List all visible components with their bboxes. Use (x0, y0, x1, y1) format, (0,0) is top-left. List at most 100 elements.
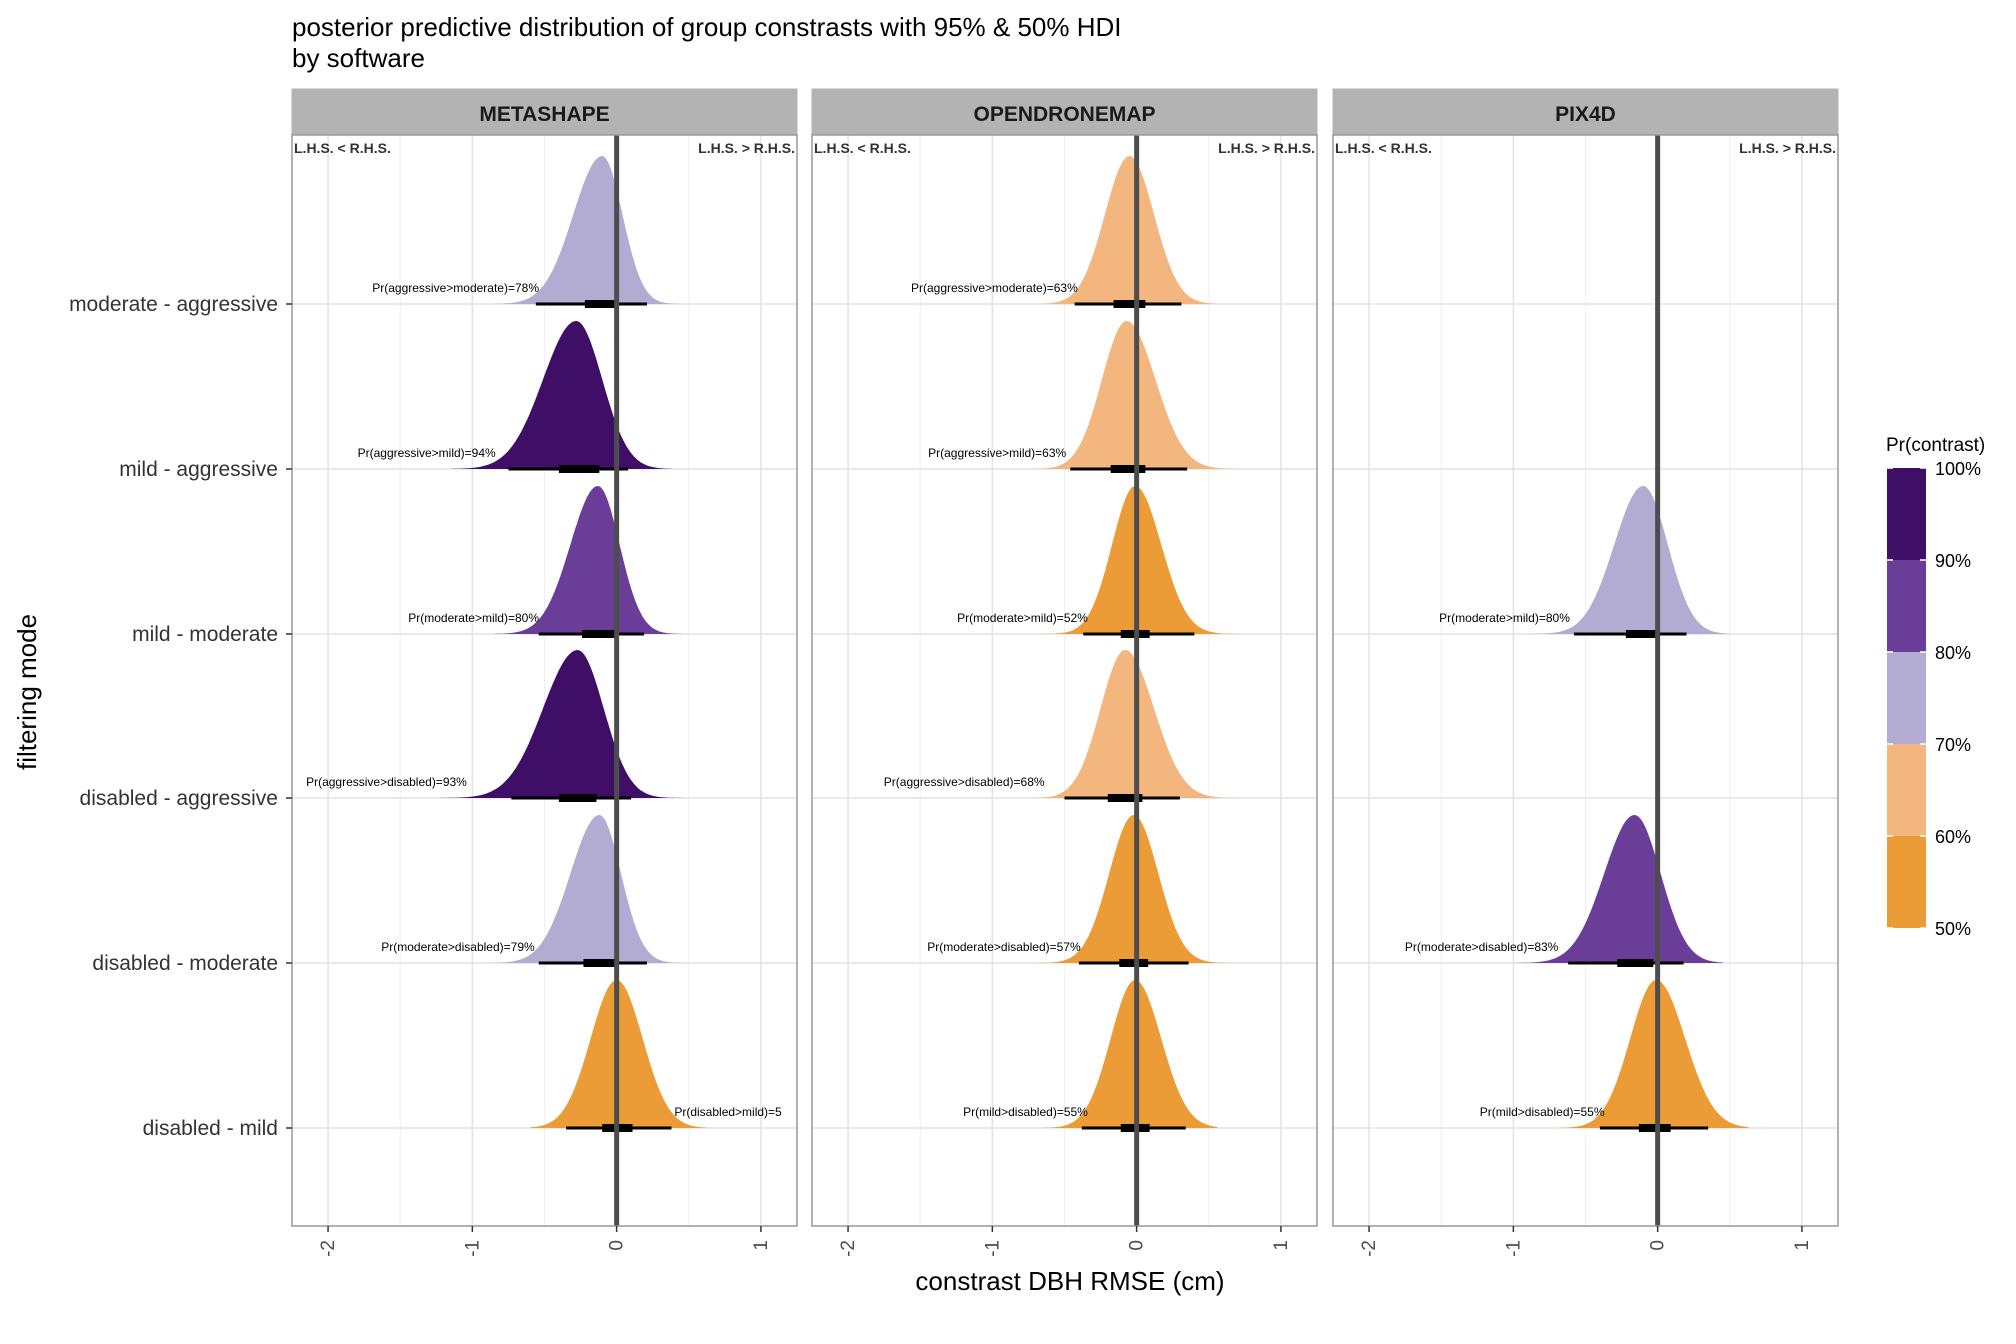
median-point (598, 300, 607, 308)
probability-label: Pr(aggressive>moderate)=63% (911, 281, 1078, 295)
legend-label-90: 90% (1935, 551, 1971, 571)
density-shape (421, 650, 686, 798)
panel-strip (811, 88, 1318, 135)
side-label-right: L.H.S. > R.H.S. (698, 140, 795, 156)
density-shape (999, 650, 1255, 798)
y-axis-tick-labels: moderate - aggressive mild - aggressive mi… (69, 293, 292, 1140)
density-shape (494, 486, 682, 634)
probability-label: Pr(mild>disabled)=55% (963, 1105, 1088, 1119)
median-point (1639, 630, 1648, 638)
probability-label: Pr(mild>disabled)=55% (1480, 1105, 1605, 1119)
ridge-disabled-moderate: Pr(moderate>disabled)=83% (1405, 815, 1723, 967)
panel-title-metashape: METASHAPE (479, 103, 609, 126)
probability-label: Pr(moderate>disabled)=79% (381, 940, 535, 954)
side-label-right: L.H.S. > R.H.S. (1218, 140, 1315, 156)
ridge-moderate-aggressive: Pr(aggressive>moderate)=63% (911, 156, 1216, 308)
density-shape (1042, 486, 1238, 634)
density-shape (1513, 815, 1723, 963)
panel-border (811, 134, 1318, 1227)
y-axis-label: filtering mode (12, 614, 42, 770)
legend-label-100: 100% (1935, 459, 1981, 479)
x-tick-label: 1 (751, 1240, 772, 1251)
x-tick-label: -1 (982, 1240, 1003, 1257)
median-point (595, 630, 604, 638)
legend-label-60: 60% (1935, 827, 1971, 847)
panel-border (1332, 134, 1839, 1227)
probability-label: Pr(aggressive>disabled)=93% (306, 775, 467, 789)
x-tick-label: -2 (318, 1240, 339, 1257)
legend-label-70: 70% (1935, 735, 1971, 755)
probability-label: Pr(aggressive>moderate)=78% (372, 281, 539, 295)
legend-swatch-70 (1887, 744, 1926, 836)
panel-pix4d: PIX4D L.H.S. < R.H.S. L.H.S. > R.H.S. Pr(mo… (1332, 88, 1839, 1257)
y-tick-label-disabled-moderate: disabled - moderate (92, 952, 278, 975)
probability-label: Pr(moderate>mild)=80% (1439, 611, 1570, 625)
x-tick-label: -1 (462, 1240, 483, 1257)
chart-title: posterior predictive distribution of gro… (292, 12, 1122, 42)
probability-label: Pr(disabled>mild)=5 (674, 1105, 782, 1119)
x-tick-label: -2 (838, 1240, 859, 1257)
legend-swatch-100 (1887, 468, 1926, 560)
panel-border (291, 134, 798, 1227)
x-tick-label: 0 (607, 1240, 628, 1251)
legend-title: Pr(contrast) (1886, 435, 1985, 456)
chart-subtitle: by software (292, 43, 425, 73)
x-tick-label: 1 (1792, 1240, 1813, 1251)
median-point (1123, 465, 1132, 473)
median-point (575, 794, 584, 802)
density-shape (489, 815, 686, 963)
panel-strip (291, 88, 798, 135)
legend-swatch-60 (1887, 836, 1926, 928)
ridge-disabled-moderate: Pr(moderate>disabled)=79% (381, 815, 686, 967)
median-point (1632, 959, 1640, 967)
y-tick-label-disabled-aggressive: disabled - aggressive (80, 787, 278, 810)
legend-label-80: 80% (1935, 643, 1971, 663)
probability-label: Pr(aggressive>mild)=63% (928, 446, 1066, 460)
ridge-disabled-aggressive: Pr(aggressive>disabled)=93% (306, 650, 686, 802)
legend-swatch-80 (1887, 652, 1926, 744)
x-tick-label: 0 (1127, 1240, 1148, 1251)
y-tick-label-mild-aggressive: mild - aggressive (119, 458, 278, 481)
ridge-mild-moderate: Pr(moderate>mild)=80% (408, 486, 682, 638)
probability-label: Pr(moderate>mild)=52% (957, 611, 1088, 625)
panel-metashape: METASHAPE L.H.S. < R.H.S. L.H.S. > R.H.S. P… (291, 88, 798, 1257)
x-tick-label: 0 (1648, 1240, 1669, 1251)
legend-label-50: 50% (1935, 919, 1971, 939)
probability-label: Pr(moderate>disabled)=83% (1405, 940, 1559, 954)
median-point (595, 959, 604, 967)
legend: 100% 90% 80% 70% 60% 50% (1887, 459, 1981, 939)
ridge-disabled-mild: Pr(mild>disabled)=55% (1480, 980, 1749, 1132)
median-point (1125, 300, 1134, 308)
probability-label: Pr(aggressive>disabled)=68% (884, 775, 1045, 789)
panel-strip (1332, 88, 1839, 135)
density-shape (1524, 486, 1730, 634)
x-axis-label: constrast DBH RMSE (cm) (915, 1266, 1224, 1296)
panel-title-pix4d: PIX4D (1555, 103, 1616, 126)
legend-swatch-90 (1887, 560, 1926, 652)
panel-opendronemap: OPENDRONEMAP L.H.S. < R.H.S. L.H.S. > R.H.… (811, 88, 1318, 1257)
density-shape (1021, 321, 1241, 469)
probability-label: Pr(aggressive>mild)=94% (358, 446, 496, 460)
side-label-right: L.H.S. > R.H.S. (1739, 140, 1836, 156)
density-shape (494, 156, 682, 304)
y-tick-label-mild-moderate: mild - moderate (132, 623, 278, 646)
side-label-left: L.H.S. < R.H.S. (294, 140, 391, 156)
panel-title-opendronemap: OPENDRONEMAP (973, 103, 1155, 126)
y-tick-label-moderate-aggressive: moderate - aggressive (69, 293, 278, 316)
median-point (573, 465, 582, 473)
density-shape (1559, 980, 1749, 1128)
density-shape (1042, 980, 1218, 1128)
ridge-moderate-aggressive: Pr(aggressive>moderate)=78% (372, 156, 682, 308)
x-tick-label: 1 (1271, 1240, 1292, 1251)
probability-label: Pr(moderate>disabled)=57% (927, 940, 1081, 954)
ridge-disabled-aggressive: Pr(aggressive>disabled)=68% (884, 650, 1255, 802)
x-tick-label: -2 (1359, 1240, 1380, 1257)
y-tick-label-disabled-mild: disabled - mild (143, 1117, 278, 1140)
x-tick-label: -1 (1503, 1240, 1524, 1257)
side-label-left: L.H.S. < R.H.S. (1335, 140, 1432, 156)
probability-label: Pr(moderate>mild)=80% (408, 611, 539, 625)
ridge-mild-aggressive: Pr(aggressive>mild)=63% (928, 321, 1241, 473)
